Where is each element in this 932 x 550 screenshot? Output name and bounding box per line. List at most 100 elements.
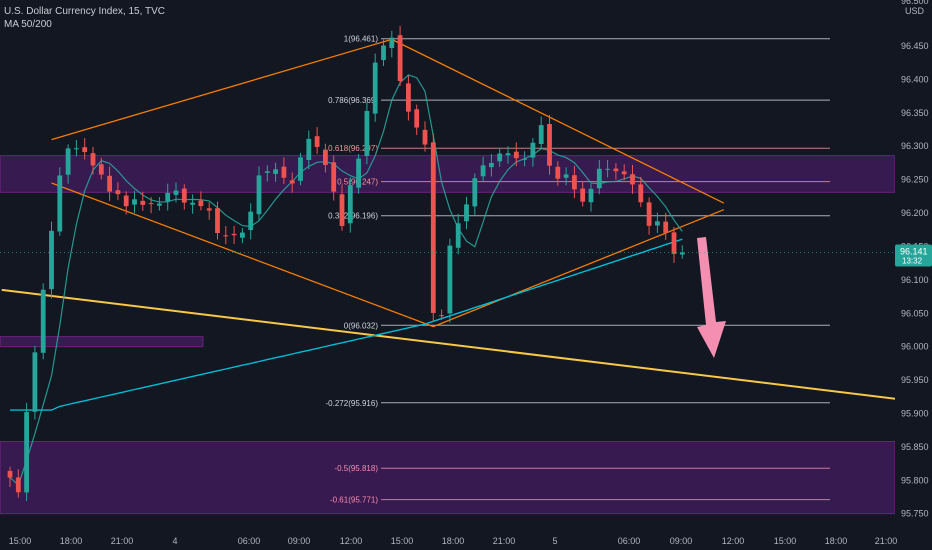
candles [7, 25, 685, 502]
price-axis-currency: USD [905, 6, 925, 16]
candle-body-48 [406, 83, 411, 112]
candle-body-66 [555, 166, 561, 179]
time-tick-8: 18:00 [442, 536, 465, 546]
candle-body-32 [273, 169, 278, 174]
time-tick-1: 18:00 [60, 536, 83, 546]
candle-body-33 [281, 166, 287, 178]
time-tick-2: 21:00 [111, 536, 134, 546]
candle-body-25 [215, 208, 220, 233]
candle-body-57 [480, 165, 486, 177]
indicator-legend: MA 50/200 [4, 19, 52, 30]
candle-body-8 [74, 148, 79, 150]
time-tick-4: 06:00 [238, 536, 261, 546]
candle-body-68 [572, 175, 577, 190]
price-tick-7: 96.100 [901, 275, 929, 285]
candle-body-10 [90, 153, 96, 166]
fib-label-6: -0.272(95.916) [326, 399, 379, 408]
candle-body-46 [389, 37, 395, 48]
wedge-line-2 [51, 182, 434, 328]
candle-body-23 [198, 200, 204, 207]
down-arrow-annotation [697, 237, 726, 358]
time-tick-5: 09:00 [288, 536, 311, 546]
candle-body-15 [132, 199, 137, 205]
candle-body-30 [256, 175, 262, 215]
candle-body-17 [148, 203, 154, 205]
wedge-line-0 [51, 38, 392, 141]
candle-body-63 [530, 142, 536, 158]
candle-body-41 [347, 185, 353, 224]
price-tick-10: 95.950 [901, 375, 929, 385]
price-tick-9: 96.000 [901, 342, 929, 352]
zone-1 [0, 336, 204, 348]
candle-body-49 [414, 109, 420, 128]
candle-body-29 [248, 211, 254, 231]
candle-body-80 [671, 232, 677, 254]
candle-body-64 [538, 125, 544, 144]
candle-body-72 [605, 168, 610, 170]
candle-body-27 [231, 233, 237, 236]
candle-body-56 [472, 178, 478, 207]
candle-body-20 [173, 190, 179, 195]
candle-body-40 [339, 194, 345, 226]
price-tick-14: 95.750 [901, 509, 929, 519]
candle-body-22 [190, 202, 195, 205]
long-trendline [1, 288, 907, 402]
candle-body-73 [613, 168, 619, 172]
price-tick-1: 96.400 [901, 74, 929, 84]
candle-body-47 [397, 35, 403, 81]
zone-2 [0, 441, 896, 515]
candle-body-61 [513, 151, 519, 159]
supply-demand-zones [0, 155, 896, 515]
candle-body-12 [107, 175, 112, 192]
candle-body-14 [123, 195, 129, 207]
down-arrow [697, 237, 726, 358]
price-tick-4: 96.250 [901, 175, 929, 185]
candle-body-9 [82, 147, 88, 153]
price-tick-0: 96.450 [901, 41, 929, 51]
candle-body-37 [314, 136, 320, 147]
candle-body-78 [655, 221, 660, 226]
wedge-line-1 [391, 38, 725, 204]
time-axis[interactable]: 15:00 18:00 21:00 4 06:00 09:00 12:00 15:00 18:0… [9, 536, 898, 546]
time-tick-10: 5 [552, 536, 557, 546]
price-tick-8: 96.050 [901, 308, 929, 318]
candle-body-39 [331, 162, 337, 192]
candle-body-54 [455, 223, 461, 248]
candle-body-42 [356, 158, 361, 188]
fib-label-5: 0(96.032) [344, 321, 379, 330]
candle-body-81 [679, 252, 685, 255]
candle-body-69 [580, 188, 586, 202]
ma-200-line [10, 238, 683, 411]
candle-body-16 [140, 200, 146, 205]
price-axis-partial-label: 96.500 [901, 0, 929, 6]
trendlines [1, 38, 907, 402]
price-tick-3: 96.300 [901, 141, 929, 151]
candle-body-67 [563, 174, 569, 178]
candle-body-74 [621, 171, 627, 175]
fibonacci-levels: 1(96.461)0.786(96.369)0.618(96.297)0.5(9… [326, 35, 830, 505]
candle-body-44 [372, 62, 378, 114]
price-tick-12: 95.850 [901, 442, 929, 452]
candle-body-79 [663, 221, 669, 233]
time-tick-13: 12:00 [722, 536, 745, 546]
moving-averages [9, 74, 683, 486]
time-tick-14: 15:00 [774, 536, 797, 546]
bar-countdown: 13:32 [902, 256, 923, 265]
candle-body-35 [298, 157, 303, 181]
candle-body-0 [7, 470, 13, 478]
time-tick-11: 06:00 [618, 536, 641, 546]
time-tick-3: 4 [172, 536, 177, 546]
candle-body-55 [464, 204, 469, 222]
candle-body-7 [65, 148, 71, 175]
fib-label-0: 1(96.461) [344, 35, 379, 44]
candle-body-19 [165, 192, 171, 202]
last-price-value: 96.141 [900, 246, 928, 256]
candle-body-70 [588, 188, 594, 203]
time-tick-6: 12:00 [340, 536, 363, 546]
candle-body-24 [206, 208, 212, 211]
candle-body-62 [522, 158, 527, 160]
candle-body-21 [181, 188, 187, 203]
